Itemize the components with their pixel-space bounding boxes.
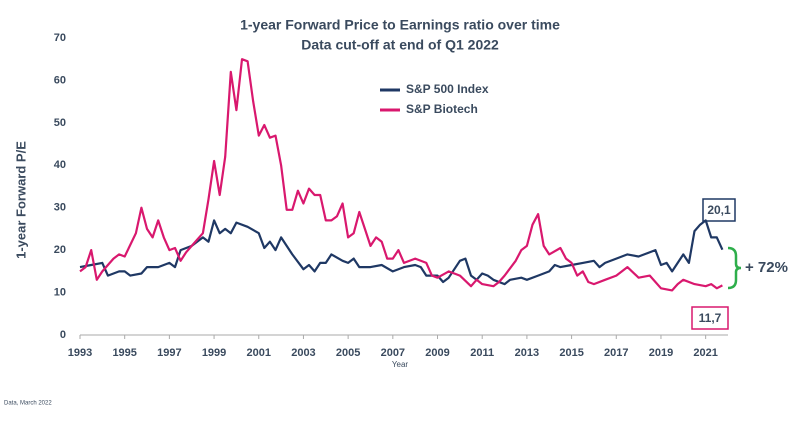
x-tick-label: 1999 [202,347,226,359]
y-tick-label: 40 [54,159,66,171]
series-line [79,58,723,292]
y-tick-label: 50 [54,117,66,129]
annotation: 11,7 [699,311,722,325]
x-tick-label: 2015 [559,347,583,359]
x-tick-label: 1997 [157,347,181,359]
x-tick-label: 2021 [693,347,717,359]
y-axis-label: 1-year Forward P/E [13,141,28,259]
annotation-box [702,198,736,222]
x-axis-label: Year [392,360,409,369]
series-line [79,219,724,286]
annotation: + 72% [745,259,788,276]
legend-label: S&P 500 Index [406,82,489,96]
y-tick-label: 70 [54,32,66,44]
x-tick-label: 1995 [112,347,136,359]
chart-subtitle: Data cut-off at end of Q1 2022 [301,37,499,53]
x-tick-label: 2001 [247,347,271,359]
x-tick-label: 2019 [649,347,673,359]
y-tick-label: 0 [60,329,66,341]
legend-label: S&P Biotech [406,102,478,116]
x-tick-label: 2005 [336,347,360,359]
annotation-box [691,306,729,330]
x-tick-label: 2009 [425,347,449,359]
x-tick-label: 2011 [470,347,494,359]
x-tick-label: 1993 [68,347,92,359]
annotation: 20,1 [707,203,731,217]
x-tick-label: 2007 [381,347,405,359]
y-tick-label: 30 [54,202,66,214]
x-tick-label: 2017 [604,347,628,359]
y-tick-label: 60 [54,74,66,86]
x-tick-label: 2003 [291,347,315,359]
source-note: Data, March 2022 [4,401,52,407]
bracket [727,246,742,290]
chart-title: 1-year Forward Price to Earnings ratio o… [240,17,560,33]
y-tick-label: 20 [54,244,66,256]
y-tick-label: 10 [54,286,66,298]
x-tick-label: 2013 [515,347,539,359]
